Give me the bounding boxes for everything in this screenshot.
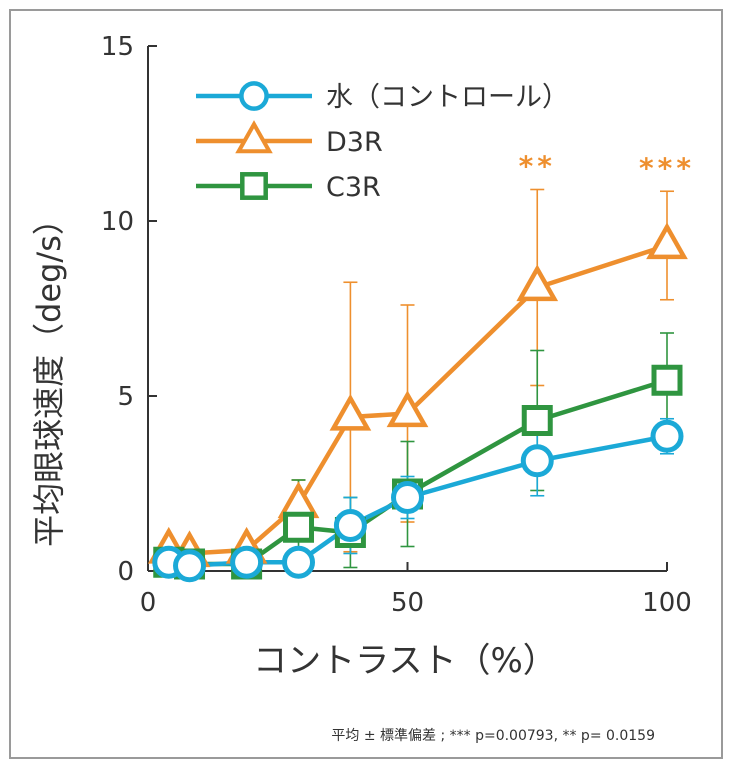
y-axis-label: 平均眼球速度（deg/s） — [30, 203, 68, 547]
water-data-point — [333, 509, 367, 542]
d3r-data-point — [516, 264, 559, 302]
figure-border — [9, 9, 723, 759]
water-data-point — [391, 481, 424, 514]
ticks: 0 5 10 15 0 50 100 — [101, 32, 692, 618]
x-axis-label: コントラスト（%） — [253, 641, 557, 681]
x-tick-label: 0 — [140, 588, 157, 618]
c3r-data-point — [651, 364, 683, 396]
legend: 水（コントロール） D3R C3R — [196, 81, 569, 203]
x-tick-label: 50 — [391, 588, 424, 618]
legend-marker-d3r — [235, 120, 273, 154]
y-tick-label: 15 — [101, 32, 134, 62]
footnote: 平均 ± 標準偏差 ; *** p=0.00793, ** p= 0.0159 — [331, 728, 655, 744]
series-layer — [147, 188, 688, 583]
legend-label-water: 水（コントロール） — [326, 82, 569, 113]
d3r-data-point — [329, 393, 372, 431]
legend-marker-c3r — [240, 172, 268, 200]
y-tick-label: 0 — [117, 557, 134, 587]
water-data-point — [520, 444, 554, 478]
c3r-data-point — [521, 405, 553, 436]
water-data-point — [282, 545, 316, 579]
significance-marker: ** — [519, 150, 556, 183]
legend-label-d3r: D3R — [326, 127, 383, 158]
water-data-point — [230, 545, 264, 579]
d3r-data-point — [646, 222, 688, 260]
water-data-point — [173, 549, 207, 583]
c3r-data-point — [283, 511, 315, 543]
significance-marker: *** — [639, 151, 695, 184]
legend-label-c3r: C3R — [326, 172, 381, 203]
d3r-data-point — [386, 390, 429, 428]
water-data-point — [650, 419, 684, 453]
annotation-layer: ** *** — [519, 150, 695, 185]
y-tick-label: 5 — [117, 382, 134, 412]
y-tick-label: 10 — [101, 207, 134, 237]
legend-marker-water — [239, 81, 269, 111]
x-tick-label: 100 — [642, 588, 692, 618]
